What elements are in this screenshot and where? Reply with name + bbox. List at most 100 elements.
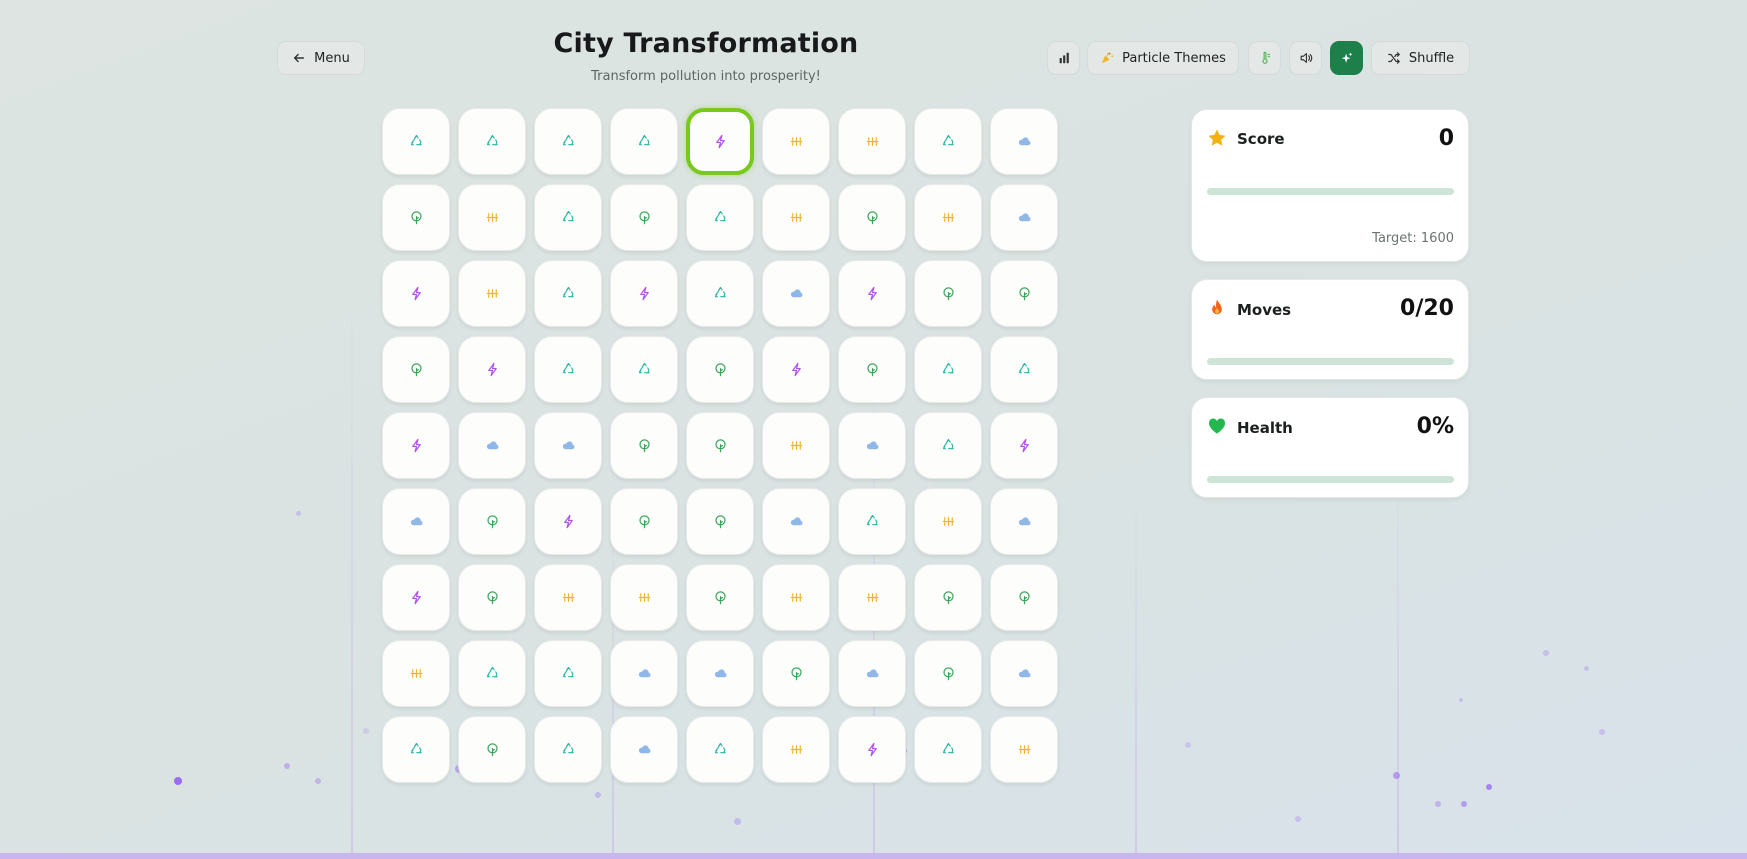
tree-icon (1017, 590, 1032, 605)
board-tile[interactable] (914, 564, 982, 631)
menu-button[interactable]: Menu (277, 41, 365, 75)
board-tile[interactable] (610, 488, 678, 555)
board-tile[interactable] (838, 184, 906, 251)
board-tile[interactable] (382, 260, 450, 327)
board-tile[interactable] (990, 336, 1058, 403)
board-tile[interactable] (686, 716, 754, 783)
effects-toggle-button[interactable] (1330, 41, 1363, 75)
shuffle-label: Shuffle (1408, 50, 1455, 66)
board-tile[interactable] (382, 488, 450, 555)
board-tile[interactable] (610, 716, 678, 783)
board-tile[interactable] (534, 412, 602, 479)
board-tile[interactable] (914, 716, 982, 783)
board-tile[interactable] (534, 716, 602, 783)
board-tile[interactable] (914, 184, 982, 251)
board-tile[interactable] (838, 260, 906, 327)
board-tile[interactable] (610, 260, 678, 327)
board-tile[interactable] (458, 488, 526, 555)
wind-cloud-icon (865, 666, 880, 681)
board-tile[interactable] (990, 488, 1058, 555)
board-tile[interactable] (838, 716, 906, 783)
board-tile[interactable] (534, 184, 602, 251)
moves-card: Moves 0/20 (1191, 279, 1469, 380)
board-tile[interactable] (458, 336, 526, 403)
weather-toggle-button[interactable] (1248, 41, 1281, 75)
board-tile[interactable] (382, 564, 450, 631)
board-tile[interactable] (610, 336, 678, 403)
board-tile[interactable] (610, 412, 678, 479)
board-tile[interactable] (610, 108, 678, 175)
board-tile[interactable] (838, 564, 906, 631)
board-tile[interactable] (458, 108, 526, 175)
board-tile[interactable] (914, 260, 982, 327)
board-tile[interactable] (762, 336, 830, 403)
board-tile[interactable] (534, 336, 602, 403)
lightning-icon (1017, 438, 1032, 453)
board-tile[interactable] (686, 488, 754, 555)
board-tile[interactable] (990, 412, 1058, 479)
board-tile[interactable] (534, 108, 602, 175)
board-tile[interactable] (382, 716, 450, 783)
board-tile[interactable] (686, 412, 754, 479)
board-tile[interactable] (762, 488, 830, 555)
board-tile[interactable] (610, 564, 678, 631)
wind-cloud-icon (865, 438, 880, 453)
board-tile[interactable] (534, 260, 602, 327)
board-tile[interactable] (914, 108, 982, 175)
board-tile[interactable] (914, 336, 982, 403)
board-tile[interactable] (838, 412, 906, 479)
board-tile[interactable] (914, 412, 982, 479)
solar-panel-icon (409, 666, 424, 681)
particle-themes-button[interactable]: Particle Themes (1087, 41, 1239, 75)
shuffle-button[interactable]: Shuffle (1371, 41, 1470, 75)
sound-toggle-button[interactable] (1289, 41, 1322, 75)
board-tile[interactable] (382, 184, 450, 251)
board-tile[interactable] (838, 336, 906, 403)
board-tile[interactable] (914, 640, 982, 707)
board-tile[interactable] (762, 184, 830, 251)
board-tile[interactable] (914, 488, 982, 555)
board-tile[interactable] (990, 564, 1058, 631)
bottom-bar (0, 853, 1747, 859)
board-tile[interactable] (838, 108, 906, 175)
board-tile[interactable] (534, 640, 602, 707)
board-tile[interactable] (686, 640, 754, 707)
board-tile[interactable] (686, 184, 754, 251)
stats-button[interactable] (1047, 41, 1080, 75)
board-tile[interactable] (458, 412, 526, 479)
wind-cloud-icon (409, 514, 424, 529)
board-tile[interactable] (458, 716, 526, 783)
board-tile[interactable] (382, 336, 450, 403)
board-tile[interactable] (686, 564, 754, 631)
board-tile[interactable] (838, 640, 906, 707)
lightning-icon (409, 590, 424, 605)
lightning-icon (485, 362, 500, 377)
board-tile[interactable] (990, 108, 1058, 175)
board-tile[interactable] (458, 260, 526, 327)
board-tile[interactable] (762, 716, 830, 783)
board-tile[interactable] (534, 488, 602, 555)
board-tile[interactable] (382, 108, 450, 175)
board-tile[interactable] (382, 412, 450, 479)
board-tile[interactable] (990, 716, 1058, 783)
board-tile[interactable] (610, 184, 678, 251)
board-tile[interactable] (838, 488, 906, 555)
board-tile[interactable] (762, 640, 830, 707)
board-tile[interactable] (686, 260, 754, 327)
board-tile[interactable] (990, 260, 1058, 327)
wind-cloud-icon (1017, 514, 1032, 529)
board-tile[interactable] (686, 108, 754, 175)
board-tile[interactable] (458, 184, 526, 251)
board-tile[interactable] (762, 108, 830, 175)
board-tile[interactable] (610, 640, 678, 707)
board-tile[interactable] (458, 564, 526, 631)
board-tile[interactable] (762, 412, 830, 479)
board-tile[interactable] (990, 640, 1058, 707)
board-tile[interactable] (686, 336, 754, 403)
board-tile[interactable] (534, 564, 602, 631)
board-tile[interactable] (990, 184, 1058, 251)
board-tile[interactable] (458, 640, 526, 707)
board-tile[interactable] (382, 640, 450, 707)
board-tile[interactable] (762, 564, 830, 631)
board-tile[interactable] (762, 260, 830, 327)
